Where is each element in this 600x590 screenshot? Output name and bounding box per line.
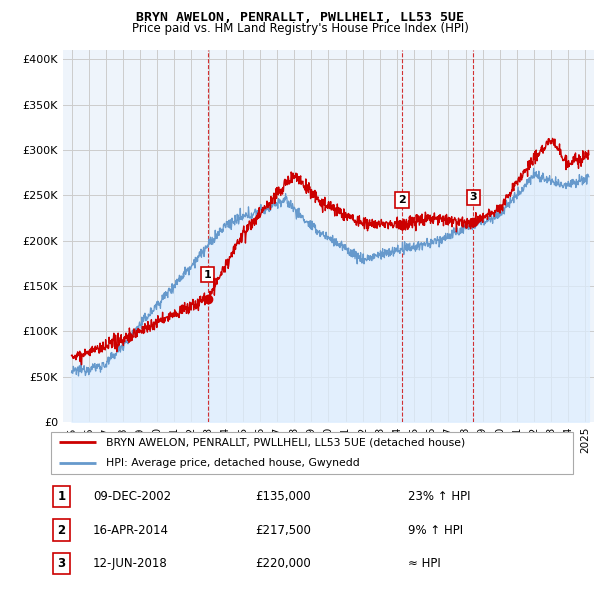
Text: BRYN AWELON, PENRALLT, PWLLHELI, LL53 5UE: BRYN AWELON, PENRALLT, PWLLHELI, LL53 5U… xyxy=(136,11,464,24)
Text: ≈ HPI: ≈ HPI xyxy=(408,557,441,571)
Text: 1: 1 xyxy=(58,490,65,503)
Text: 12-JUN-2018: 12-JUN-2018 xyxy=(93,557,168,571)
Text: 3: 3 xyxy=(469,192,477,202)
Text: 23% ↑ HPI: 23% ↑ HPI xyxy=(408,490,470,503)
Text: BRYN AWELON, PENRALLT, PWLLHELI, LL53 5UE (detached house): BRYN AWELON, PENRALLT, PWLLHELI, LL53 5U… xyxy=(106,437,466,447)
Text: 09-DEC-2002: 09-DEC-2002 xyxy=(93,490,171,503)
Text: 3: 3 xyxy=(58,557,65,571)
Text: HPI: Average price, detached house, Gwynedd: HPI: Average price, detached house, Gwyn… xyxy=(106,458,360,468)
Text: 9% ↑ HPI: 9% ↑ HPI xyxy=(408,523,463,537)
Text: 2: 2 xyxy=(58,523,65,537)
Text: 16-APR-2014: 16-APR-2014 xyxy=(93,523,169,537)
Text: £217,500: £217,500 xyxy=(255,523,311,537)
Text: 1: 1 xyxy=(203,270,211,280)
Text: Price paid vs. HM Land Registry's House Price Index (HPI): Price paid vs. HM Land Registry's House … xyxy=(131,22,469,35)
Text: 2: 2 xyxy=(398,195,406,205)
Text: £220,000: £220,000 xyxy=(255,557,311,571)
Text: £135,000: £135,000 xyxy=(255,490,311,503)
FancyBboxPatch shape xyxy=(50,432,574,474)
